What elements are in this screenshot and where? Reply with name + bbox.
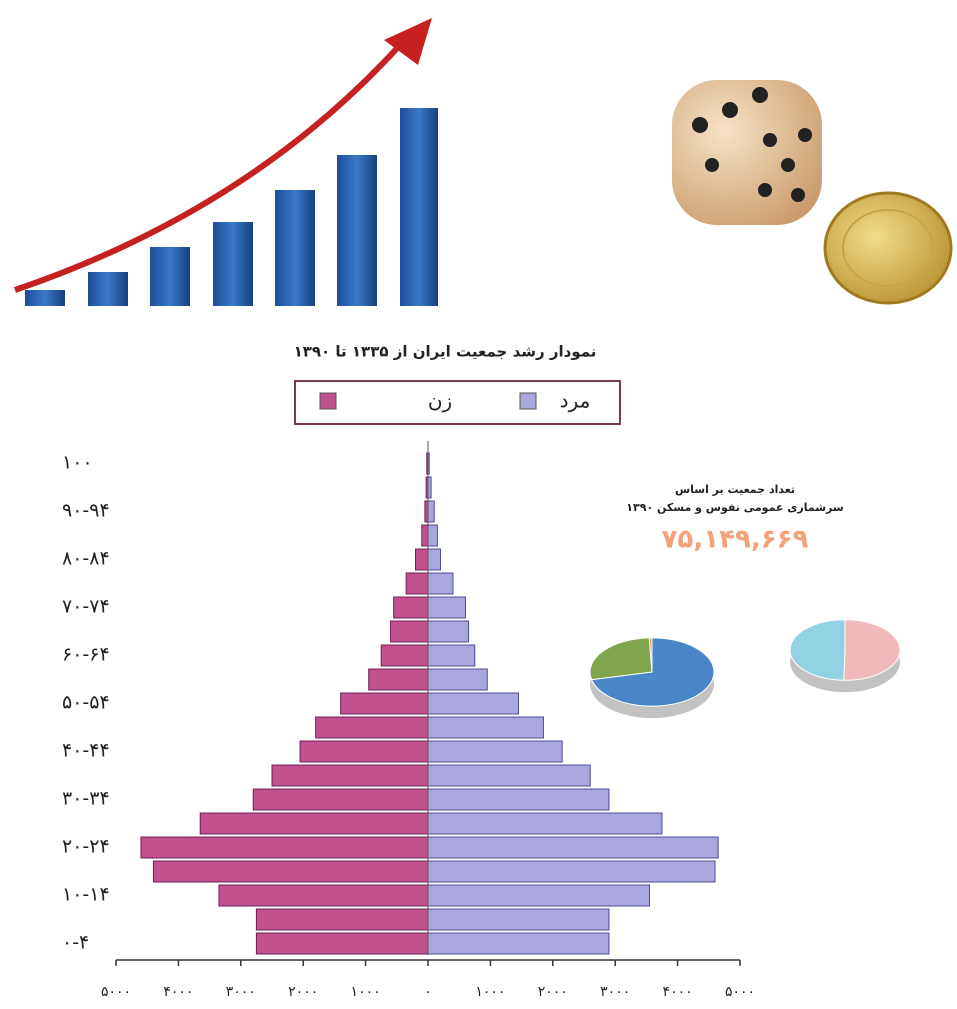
y-tick-label: ۹۰-۹۴: [62, 500, 110, 522]
pie-slice: [589, 637, 653, 681]
bar: [405, 572, 429, 595]
bar: [427, 644, 476, 667]
dice: [672, 80, 822, 225]
pie-slice: [590, 637, 715, 707]
bar: [415, 548, 429, 571]
bar: [427, 812, 663, 835]
legend-label: زن: [428, 389, 452, 413]
y-tick-label: ۱۰-۱۴: [62, 884, 110, 906]
bar: [252, 788, 429, 811]
bar: [218, 884, 429, 907]
infographic-title: سرشماری عمومی نفوس و مسکن ۱۳۹۰: [626, 501, 843, 514]
bar: [255, 932, 429, 955]
y-tick-label: ۴۰-۴۴: [62, 740, 110, 762]
pie-slice: [843, 619, 901, 681]
x-tick-label: ۵۰۰۰: [725, 984, 755, 1000]
y-tick-label: ۱۰۰: [62, 452, 93, 474]
bar: [427, 908, 610, 931]
legend-label: مرد: [560, 389, 591, 413]
x-tick-label: ۴۰۰۰: [663, 984, 693, 1000]
bar: [340, 692, 429, 715]
x-tick-label: ۳۰۰۰: [600, 984, 630, 1000]
bar: [427, 524, 438, 547]
pie-slice: [789, 619, 846, 681]
legend-swatch: [319, 392, 337, 410]
caption: نمودار رشد جمعیت ایران از ۱۳۳۵ تا ۱۳۹۰: [294, 343, 597, 361]
bar: [299, 740, 429, 763]
bar: [140, 836, 429, 859]
bar: [427, 548, 441, 571]
bar: [427, 692, 519, 715]
y-tick-label: ۶۰-۶۴: [62, 644, 110, 666]
bar: [368, 668, 429, 691]
bar: [421, 524, 429, 547]
y-tick-label: ۳۰-۳۴: [62, 788, 110, 810]
coin: [823, 191, 953, 305]
x-tick-label: ۱۰۰۰: [351, 984, 381, 1000]
x-tick-label: ۲۰۰۰: [538, 984, 568, 1000]
bar: [390, 620, 429, 643]
bar: [255, 908, 429, 931]
y-tick-label: ۲۰-۲۴: [62, 836, 110, 858]
bar: [427, 836, 719, 859]
infographic-total: ۷۵,۱۴۹,۶۶۹: [662, 525, 809, 555]
x-tick-label: ۱۰۰۰: [475, 984, 505, 1000]
bar: [152, 860, 429, 883]
bar: [315, 716, 429, 739]
x-tick-label: ۴۰۰۰: [163, 984, 193, 1000]
x-tick-label: ۰: [424, 984, 432, 1000]
x-tick-label: ۳۰۰۰: [226, 984, 256, 1000]
bar: [427, 740, 563, 763]
bar: [427, 596, 466, 619]
growth-illustration: [14, 18, 438, 306]
y-tick-label: ۰-۴: [62, 932, 89, 954]
y-tick-label: ۵۰-۵۴: [62, 692, 110, 714]
bar: [199, 812, 429, 835]
bar: [427, 620, 470, 643]
bar: [271, 764, 429, 787]
bar: [427, 860, 716, 883]
pie-slice: [648, 637, 653, 673]
bar: [427, 932, 610, 955]
bar: [427, 764, 591, 787]
bar: [427, 716, 544, 739]
bar: [427, 788, 610, 811]
bar: [380, 644, 429, 667]
legend-swatch: [519, 392, 537, 410]
bar: [427, 500, 435, 523]
legend-box: [294, 380, 621, 425]
x-tick-label: ۵۰۰۰: [101, 984, 131, 1000]
infographic-title: تعداد جمعیت بر اساس: [675, 483, 795, 496]
bar: [393, 596, 429, 619]
y-tick-label: ۷۰-۷۴: [62, 596, 110, 618]
bar: [427, 884, 651, 907]
y-tick-label: ۸۰-۸۴: [62, 548, 110, 570]
bar: [427, 668, 488, 691]
x-tick-label: ۲۰۰۰: [288, 984, 318, 1000]
bar: [427, 572, 454, 595]
